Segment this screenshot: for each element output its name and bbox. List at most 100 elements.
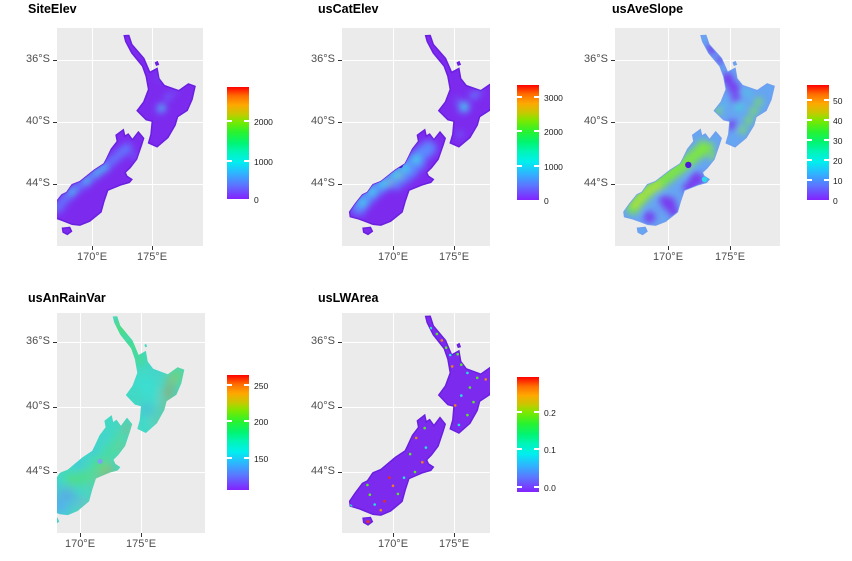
legend-tick-label: 0 xyxy=(254,194,259,205)
map-blob xyxy=(159,104,166,111)
map-point xyxy=(379,508,383,512)
legend-colorbar-usanrainvar xyxy=(227,375,249,490)
legend-tick-label: 1000 xyxy=(544,161,563,172)
nz-map-uscatelev xyxy=(348,34,490,236)
gridline-vertical xyxy=(393,28,395,246)
map-point xyxy=(396,492,400,496)
y-axis-tick-mark xyxy=(338,407,342,409)
map-blob xyxy=(105,465,114,474)
map-point xyxy=(351,510,356,515)
gridline-horizontal xyxy=(342,342,490,344)
panel-title-uslwarea: usLWArea xyxy=(318,291,379,305)
map-blob xyxy=(57,201,64,213)
map-blob xyxy=(358,198,367,207)
nz-map-siteelev xyxy=(57,34,196,236)
map-point xyxy=(373,503,376,506)
gridline-horizontal xyxy=(57,60,203,62)
nz-map-uslwarea xyxy=(348,315,490,526)
x-tick-label: 175°E xyxy=(438,538,470,550)
map-blob xyxy=(683,181,696,194)
map-blob xyxy=(388,180,393,185)
x-tick-label: 170°E xyxy=(652,251,684,263)
x-tick-label: 175°E xyxy=(438,251,470,263)
legend-tick-label: 200 xyxy=(254,416,269,427)
x-axis-tick-mark xyxy=(393,246,395,250)
map-point xyxy=(97,458,103,464)
map-blob xyxy=(140,419,149,428)
map-blob xyxy=(108,153,120,165)
legend-colorbar-usaveslope xyxy=(807,85,829,200)
map-blob xyxy=(120,444,127,451)
panel-title-usaveslope: usAveSlope xyxy=(612,2,684,16)
map-blob xyxy=(721,102,727,108)
y-axis-tick-mark xyxy=(338,472,342,474)
map-point xyxy=(460,394,463,397)
y-axis-tick-mark xyxy=(53,184,57,186)
map-point xyxy=(456,352,459,356)
map-blob xyxy=(689,172,704,187)
map-point xyxy=(423,426,426,430)
x-tick-label: 170°E xyxy=(64,538,96,550)
legend-tick-mark xyxy=(534,130,539,132)
map-blob xyxy=(457,131,464,138)
map-blob xyxy=(160,403,168,411)
map-base-siteelev xyxy=(57,34,196,236)
map-blob xyxy=(398,174,403,179)
map-blob xyxy=(173,373,182,382)
legend-tick-label: 50 xyxy=(833,95,843,106)
map-base-uslwarea xyxy=(348,315,490,526)
map-blob xyxy=(744,90,751,97)
map-point xyxy=(424,446,428,449)
panel-title-uscatelev: usCatElev xyxy=(318,2,379,16)
legend-tick-label: 1000 xyxy=(254,156,273,167)
map-blob xyxy=(706,142,715,151)
map-point xyxy=(413,470,417,474)
map-blob xyxy=(133,354,144,365)
legend-tick-mark xyxy=(517,411,522,413)
gridline-horizontal xyxy=(615,60,780,62)
y-tick-label: 40°S xyxy=(584,115,608,127)
map-blob xyxy=(460,103,468,110)
legend-tick-mark xyxy=(824,179,829,181)
x-axis-tick-mark xyxy=(152,246,154,250)
legend-tick-mark xyxy=(534,165,539,167)
legend-tick-label: 20 xyxy=(833,155,843,166)
y-axis-tick-mark xyxy=(53,407,57,409)
map-point xyxy=(472,400,475,404)
map-blob xyxy=(164,93,172,101)
legend-tick-mark xyxy=(244,420,249,422)
x-axis-tick-mark xyxy=(454,246,456,250)
gridline-horizontal xyxy=(57,407,205,409)
map-blob xyxy=(171,367,180,376)
x-axis-tick-mark xyxy=(668,246,670,250)
y-tick-label: 40°S xyxy=(311,400,335,412)
x-tick-label: 175°E xyxy=(125,538,157,550)
map-point xyxy=(388,476,391,479)
map-blob xyxy=(86,444,96,455)
map-blob xyxy=(391,170,400,179)
legend-tick-mark xyxy=(517,448,522,450)
legend-colorbar-uslwarea xyxy=(517,377,539,492)
legend-tick-mark xyxy=(824,139,829,141)
map-blob xyxy=(73,497,84,508)
map-blob xyxy=(454,97,461,104)
map-base-usanrainvar xyxy=(57,316,185,524)
map-blob xyxy=(80,469,93,482)
map-point xyxy=(468,386,472,389)
map-point xyxy=(366,483,369,487)
map-points xyxy=(685,161,708,183)
legend-tick-mark xyxy=(517,165,522,167)
x-axis-tick-mark xyxy=(92,246,94,250)
x-axis-tick-mark xyxy=(141,533,143,537)
x-tick-label: 170°E xyxy=(76,251,108,263)
legend-tick-mark xyxy=(807,119,812,121)
map-blob xyxy=(167,389,173,395)
map-blob xyxy=(69,507,78,515)
map-blobs xyxy=(626,44,763,224)
y-tick-label: 40°S xyxy=(26,115,50,127)
map-point xyxy=(475,376,479,380)
map-blob xyxy=(124,425,132,433)
map-point xyxy=(466,413,469,417)
x-tick-label: 170°E xyxy=(377,538,409,550)
